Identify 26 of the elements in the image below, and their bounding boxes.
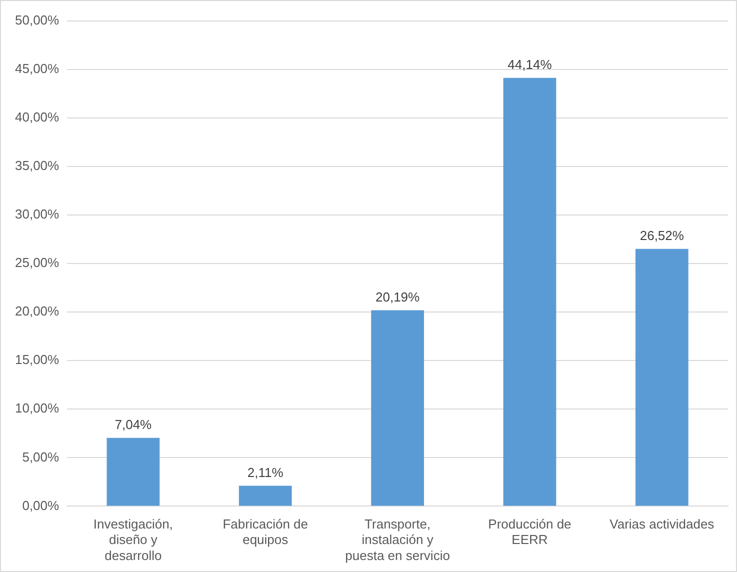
y-tick-label: 35,00% — [14, 158, 60, 174]
data-label: 26,52% — [640, 228, 684, 243]
data-label: 2,11% — [247, 464, 284, 480]
y-tick-label: 40,00% — [14, 110, 60, 125]
bar — [106, 438, 160, 506]
x-tick-label: Varias actividades — [610, 516, 715, 532]
data-label: 20,19% — [376, 289, 420, 304]
data-label: 7,04% — [114, 416, 152, 432]
y-tick-label: 20,00% — [14, 304, 60, 319]
bar — [503, 78, 556, 506]
y-tick-label: 10,00% — [14, 400, 60, 416]
y-tick-label: 45,00% — [14, 61, 60, 76]
x-tick-label: Investigación, diseño y desarrollo — [93, 516, 173, 563]
y-tick-label: 25,00% — [14, 255, 60, 270]
bar — [238, 486, 292, 506]
bar — [635, 248, 688, 506]
data-label: 44,14% — [508, 56, 552, 72]
y-tick-label: 30,00% — [14, 206, 60, 222]
x-tick-label: Transporte, instalación y puesta en servicio — [345, 516, 450, 563]
y-tick-label: 0,00% — [22, 498, 60, 513]
x-tick-label: Producción de EERR — [488, 516, 572, 548]
y-tick-label: 5,00% — [22, 449, 60, 464]
y-tick-label: 50,00% — [14, 12, 60, 28]
bar — [371, 310, 424, 506]
x-tick-label: Fabricación de equipos — [222, 516, 308, 548]
y-tick-label: 15,00% — [14, 352, 60, 368]
